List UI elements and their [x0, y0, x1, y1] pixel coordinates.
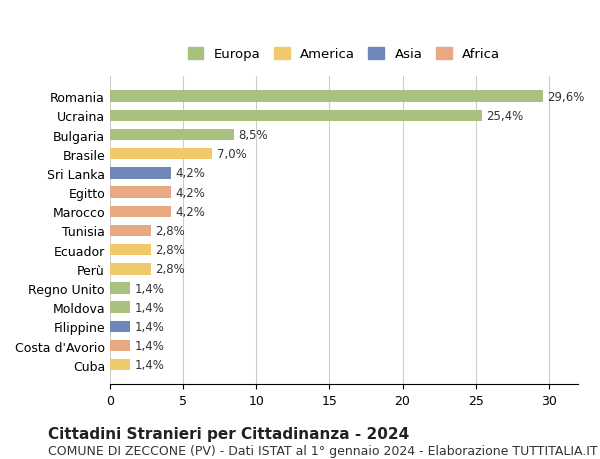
Bar — [110, 168, 172, 179]
Bar — [110, 187, 172, 198]
Text: 2,8%: 2,8% — [155, 244, 185, 257]
Bar — [110, 359, 130, 371]
Text: 4,2%: 4,2% — [176, 186, 206, 199]
Text: 2,8%: 2,8% — [155, 224, 185, 237]
Bar — [110, 263, 151, 275]
Text: 8,5%: 8,5% — [239, 129, 268, 142]
Bar — [110, 244, 151, 256]
Bar — [110, 110, 482, 122]
Bar — [110, 283, 130, 294]
Bar — [110, 321, 130, 332]
Legend: Europa, America, Asia, Africa: Europa, America, Asia, Africa — [184, 44, 505, 65]
Text: Cittadini Stranieri per Cittadinanza - 2024: Cittadini Stranieri per Cittadinanza - 2… — [48, 425, 409, 441]
Bar — [110, 340, 130, 352]
Text: 4,2%: 4,2% — [176, 167, 206, 180]
Text: 1,4%: 1,4% — [135, 339, 164, 352]
Text: 4,2%: 4,2% — [176, 205, 206, 218]
Text: 25,4%: 25,4% — [486, 110, 523, 123]
Bar — [110, 225, 151, 237]
Bar — [110, 91, 543, 103]
Text: COMUNE DI ZECCONE (PV) - Dati ISTAT al 1° gennaio 2024 - Elaborazione TUTTITALIA: COMUNE DI ZECCONE (PV) - Dati ISTAT al 1… — [48, 444, 598, 457]
Text: 1,4%: 1,4% — [135, 320, 164, 333]
Bar — [110, 149, 212, 160]
Text: 7,0%: 7,0% — [217, 148, 247, 161]
Text: 29,6%: 29,6% — [547, 90, 585, 103]
Bar — [110, 302, 130, 313]
Text: 1,4%: 1,4% — [135, 301, 164, 314]
Bar — [110, 129, 234, 141]
Text: 1,4%: 1,4% — [135, 358, 164, 371]
Text: 1,4%: 1,4% — [135, 282, 164, 295]
Bar — [110, 206, 172, 218]
Text: 2,8%: 2,8% — [155, 263, 185, 276]
